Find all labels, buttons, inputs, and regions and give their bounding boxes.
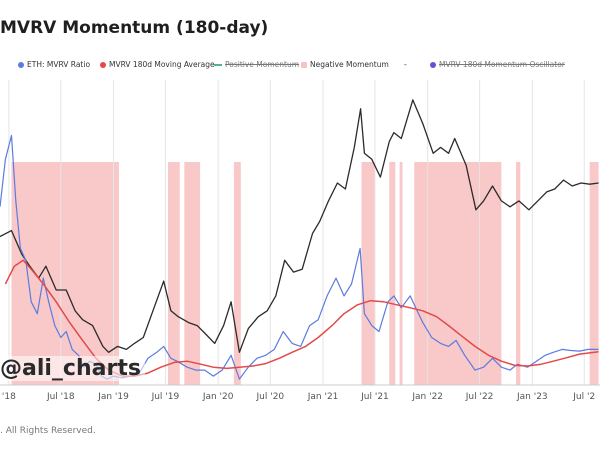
negative-momentum-band-6	[399, 162, 403, 385]
x-tick-label-3: Jul '19	[151, 392, 180, 402]
legend-label: Negative Momentum	[310, 60, 389, 69]
x-tick-label-8: Jan '22	[411, 392, 443, 402]
legend-item-4[interactable]: -	[404, 60, 407, 69]
x-tick-label-7: Jul '21	[360, 392, 389, 402]
negative-momentum-band-9	[589, 162, 599, 385]
legend-item-1[interactable]: MVRV 180d Moving Average	[100, 60, 215, 69]
x-tick-label-10: Jan '23	[516, 392, 548, 402]
chart-title: MVRV Momentum (180-day)	[0, 18, 269, 38]
legend-item-0[interactable]: ETH: MVRV Ratio	[18, 60, 90, 69]
legend-item-2[interactable]: Positive Momentum	[214, 60, 299, 69]
legend-label: MVRV 180d Moving Average	[109, 60, 215, 69]
series-line-2	[0, 99, 599, 353]
legend-label: -	[404, 60, 407, 69]
x-tick-label-1: Jul '18	[46, 392, 75, 402]
x-tick-label-5: Jul '20	[256, 392, 285, 402]
legend-marker	[301, 62, 307, 68]
negative-momentum-band-8	[516, 162, 521, 385]
chart-area: '18 Jul '18 Jan '19 Jul '19 Jan '20 Jul '20 Ja…	[0, 80, 600, 402]
x-tick-label-6: Jan '21	[307, 392, 339, 402]
x-tick-label-9: Jul '22	[465, 392, 494, 402]
legend-marker	[100, 62, 106, 68]
watermark: @ali_charts	[0, 356, 145, 381]
legend-item-3[interactable]: Negative Momentum	[301, 60, 389, 69]
legend-marker	[18, 62, 24, 68]
legend-item-5[interactable]: MVRV 180d Momentum Oscillator	[430, 60, 565, 69]
legend-label: Positive Momentum	[225, 60, 300, 69]
negative-momentum-band-4	[361, 162, 375, 385]
negative-momentum-band-2	[184, 162, 201, 385]
legend-label: MVRV 180d Momentum Oscillator	[439, 60, 565, 69]
negative-momentum-band-1	[167, 162, 180, 385]
copyright-footer: . All Rights Reserved.	[0, 426, 96, 436]
legend-marker	[214, 64, 222, 66]
negative-momentum-band-7	[414, 162, 502, 385]
legend-label: ETH: MVRV Ratio	[27, 60, 91, 69]
negative-momentum-band-5	[389, 162, 396, 385]
x-tick-label-11: Jul '2	[572, 392, 595, 402]
x-tick-label-2: Jan '19	[97, 392, 129, 402]
legend-marker	[430, 62, 436, 68]
negative-momentum-band-3	[233, 162, 241, 385]
x-tick-label-4: Jan '20	[202, 392, 234, 402]
x-tick-label-0: '18	[2, 392, 16, 402]
chart-legend: ETH: MVRV Ratio MVRV 180d Moving Average P…	[0, 60, 600, 74]
negative-momentum-band-0	[11, 162, 119, 385]
